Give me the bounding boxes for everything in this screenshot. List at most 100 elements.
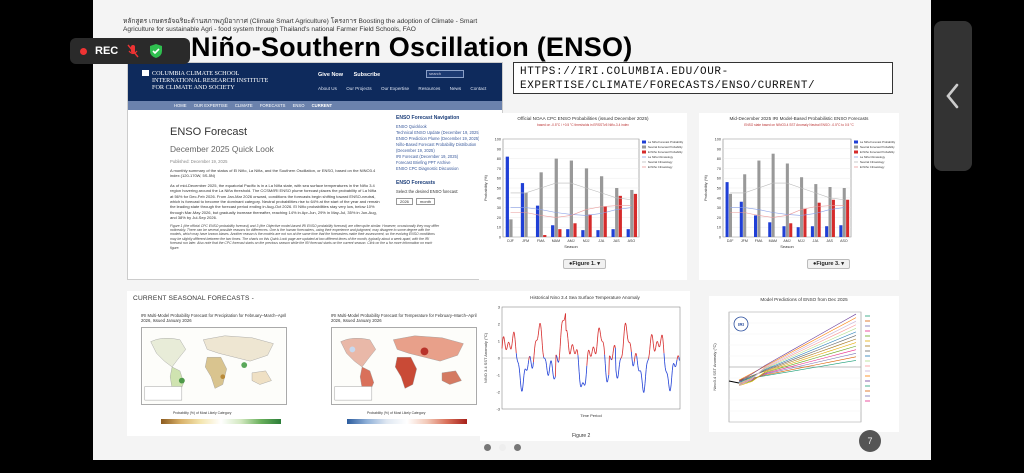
- sst-anomaly-segment: [518, 367, 521, 374]
- page-dot[interactable]: [484, 444, 491, 451]
- sst-anomaly-segment: [614, 345, 616, 349]
- sidebar-link[interactable]: Technical ENSO Update (December 19, 2025…: [396, 130, 480, 135]
- bar-neutral: [800, 177, 804, 237]
- sst-anomaly-segment: [652, 343, 655, 349]
- sidebar-link[interactable]: Niño-Based Forecast Probability Distribu…: [396, 142, 477, 153]
- y-tick-label: 30: [717, 206, 721, 210]
- sst-anomaly-segment: [622, 339, 625, 348]
- breadcrumb-home[interactable]: HOME: [174, 103, 187, 108]
- bar-la-nina: [596, 230, 600, 237]
- sst-anomaly-segment: [541, 336, 543, 346]
- bar-neutral: [728, 193, 732, 237]
- logo-line-3: FOR CLIMATE AND SOCIETY: [152, 84, 235, 91]
- sidebar-link[interactable]: Forecast Briefing PPT Archive: [396, 160, 451, 165]
- sst-anomaly-segment: [662, 344, 665, 354]
- x-tick-label: MJJ: [798, 239, 805, 243]
- figure-3-button[interactable]: ●Figure 3. ▾: [807, 259, 851, 269]
- sst-anomaly-segment: [611, 353, 614, 358]
- sidebar-link[interactable]: ENSO Quicklook: [396, 124, 427, 129]
- logo-line-1: COLUMBIA CLIMATE SCHOOL: [152, 70, 240, 77]
- sst-anomaly-segment: [532, 362, 534, 368]
- year-select[interactable]: 2026: [396, 198, 413, 205]
- sst-anomaly-segment: [559, 337, 562, 347]
- sst-anomaly-segment: [515, 346, 517, 354]
- sst-anomaly-segment: [501, 341, 503, 349]
- sst-anomaly-segment: [590, 354, 592, 357]
- sidebar-link[interactable]: IRI Forecast (December 19, 2025): [396, 154, 459, 159]
- recording-indicator[interactable]: REC: [70, 38, 190, 64]
- sst-anomaly-segment: [645, 364, 648, 370]
- y-tick-label: 80: [497, 157, 501, 161]
- sst-anomaly-segment: [504, 343, 506, 349]
- legend-swatch: [642, 145, 646, 149]
- page-number: 7: [859, 430, 881, 452]
- y-tick-label: -2: [496, 390, 500, 395]
- next-panel-button[interactable]: [934, 21, 972, 171]
- bar-la-nina: [782, 226, 786, 237]
- nav-contact[interactable]: Contact: [470, 86, 487, 91]
- x-tick-label: ASO: [628, 239, 636, 243]
- sst-anomaly-segment: [568, 350, 571, 355]
- breadcrumb-expertise[interactable]: OUR EXPERTISE: [193, 103, 228, 108]
- legend-label: La Niña Forecast Probability: [860, 140, 896, 144]
- nav-our-expertise[interactable]: Our Expertise: [381, 86, 410, 91]
- y-tick-label: 40: [717, 196, 721, 200]
- sst-anomaly-segment: [538, 325, 540, 331]
- subscribe-link[interactable]: Subscribe: [353, 72, 381, 78]
- seasonal-heading: CURRENT SEASONAL FORECASTS -: [133, 295, 255, 302]
- sst-anomaly-segment: [670, 377, 673, 385]
- bar-el-nino: [803, 208, 807, 237]
- figure-1-button[interactable]: ●Figure 1. ▾: [563, 259, 607, 269]
- sst-anomaly-segment: [516, 358, 518, 361]
- sidebar-link[interactable]: ENSO Prediction Plume (December 19, 2025…: [396, 136, 480, 141]
- web-search-input[interactable]: search: [426, 70, 464, 78]
- nav-resources[interactable]: Resources: [418, 86, 441, 91]
- sidebar-heading-2: ENSO Forecasts: [396, 180, 436, 186]
- legend-label: El Niño Forecast Probability: [648, 150, 683, 154]
- sst-anomaly-segment: [630, 346, 632, 353]
- sst-anomaly-segment: [619, 360, 621, 365]
- breadcrumb-forecasts[interactable]: FORECASTS: [259, 103, 286, 108]
- month-select[interactable]: month: [415, 198, 436, 205]
- y-tick-label: 40: [497, 196, 501, 200]
- sst-anomaly-segment: [609, 355, 611, 358]
- sst-anomaly-segment: [595, 351, 597, 355]
- sst-anomaly-segment: [630, 351, 633, 359]
- shield-check-icon[interactable]: [148, 43, 164, 59]
- nav-about-us[interactable]: About Us: [318, 86, 337, 91]
- sst-anomaly-segment: [537, 335, 539, 339]
- sst-anomaly-segment: [574, 352, 576, 355]
- observed-line: [728, 380, 740, 384]
- sidebar-link[interactable]: ENSO CPC Diagnostic Discussion: [396, 166, 459, 171]
- breadcrumb-enso[interactable]: ENSO: [292, 103, 305, 108]
- bar-el-nino: [603, 206, 607, 237]
- sst-anomaly-segment: [505, 348, 508, 351]
- y-tick-label: 90: [497, 147, 501, 151]
- sst-anomaly-segment: [545, 361, 547, 366]
- sst-anomaly-segment: [634, 353, 636, 358]
- sst-anomaly-segment: [677, 355, 680, 358]
- bar-neutral: [509, 219, 513, 237]
- y-tick-label: 3: [498, 305, 501, 310]
- sst-anomaly-segment: [606, 381, 608, 383]
- give-now-link[interactable]: Give Now: [318, 72, 344, 78]
- bar-la-nina: [768, 222, 772, 237]
- y-tick-label: 20: [717, 216, 721, 220]
- sst-anomaly-segment: [674, 365, 677, 368]
- sst-anomaly-segment: [506, 346, 508, 350]
- sst-anomaly-segment: [553, 378, 556, 380]
- page-dot[interactable]: [514, 444, 521, 451]
- nav-news[interactable]: News: [449, 86, 462, 91]
- sst-anomaly-segment: [663, 353, 665, 362]
- mic-muted-icon[interactable]: [126, 44, 140, 58]
- sst-anomaly-segment: [638, 369, 640, 372]
- sst-anomaly-segment: [566, 332, 569, 339]
- temp-legend-title: Probability (%) of Most Likely Category: [367, 411, 426, 415]
- sst-anomaly-segment: [612, 348, 614, 354]
- breadcrumb-climate[interactable]: CLIMATE: [234, 103, 253, 108]
- sst-anomaly-segment: [528, 356, 530, 361]
- page-dot-active[interactable]: [499, 444, 506, 451]
- iri-logo-text: IRI: [738, 322, 744, 327]
- nav-our-projects[interactable]: Our Projects: [346, 86, 372, 91]
- sst-anomaly-segment: [509, 345, 511, 349]
